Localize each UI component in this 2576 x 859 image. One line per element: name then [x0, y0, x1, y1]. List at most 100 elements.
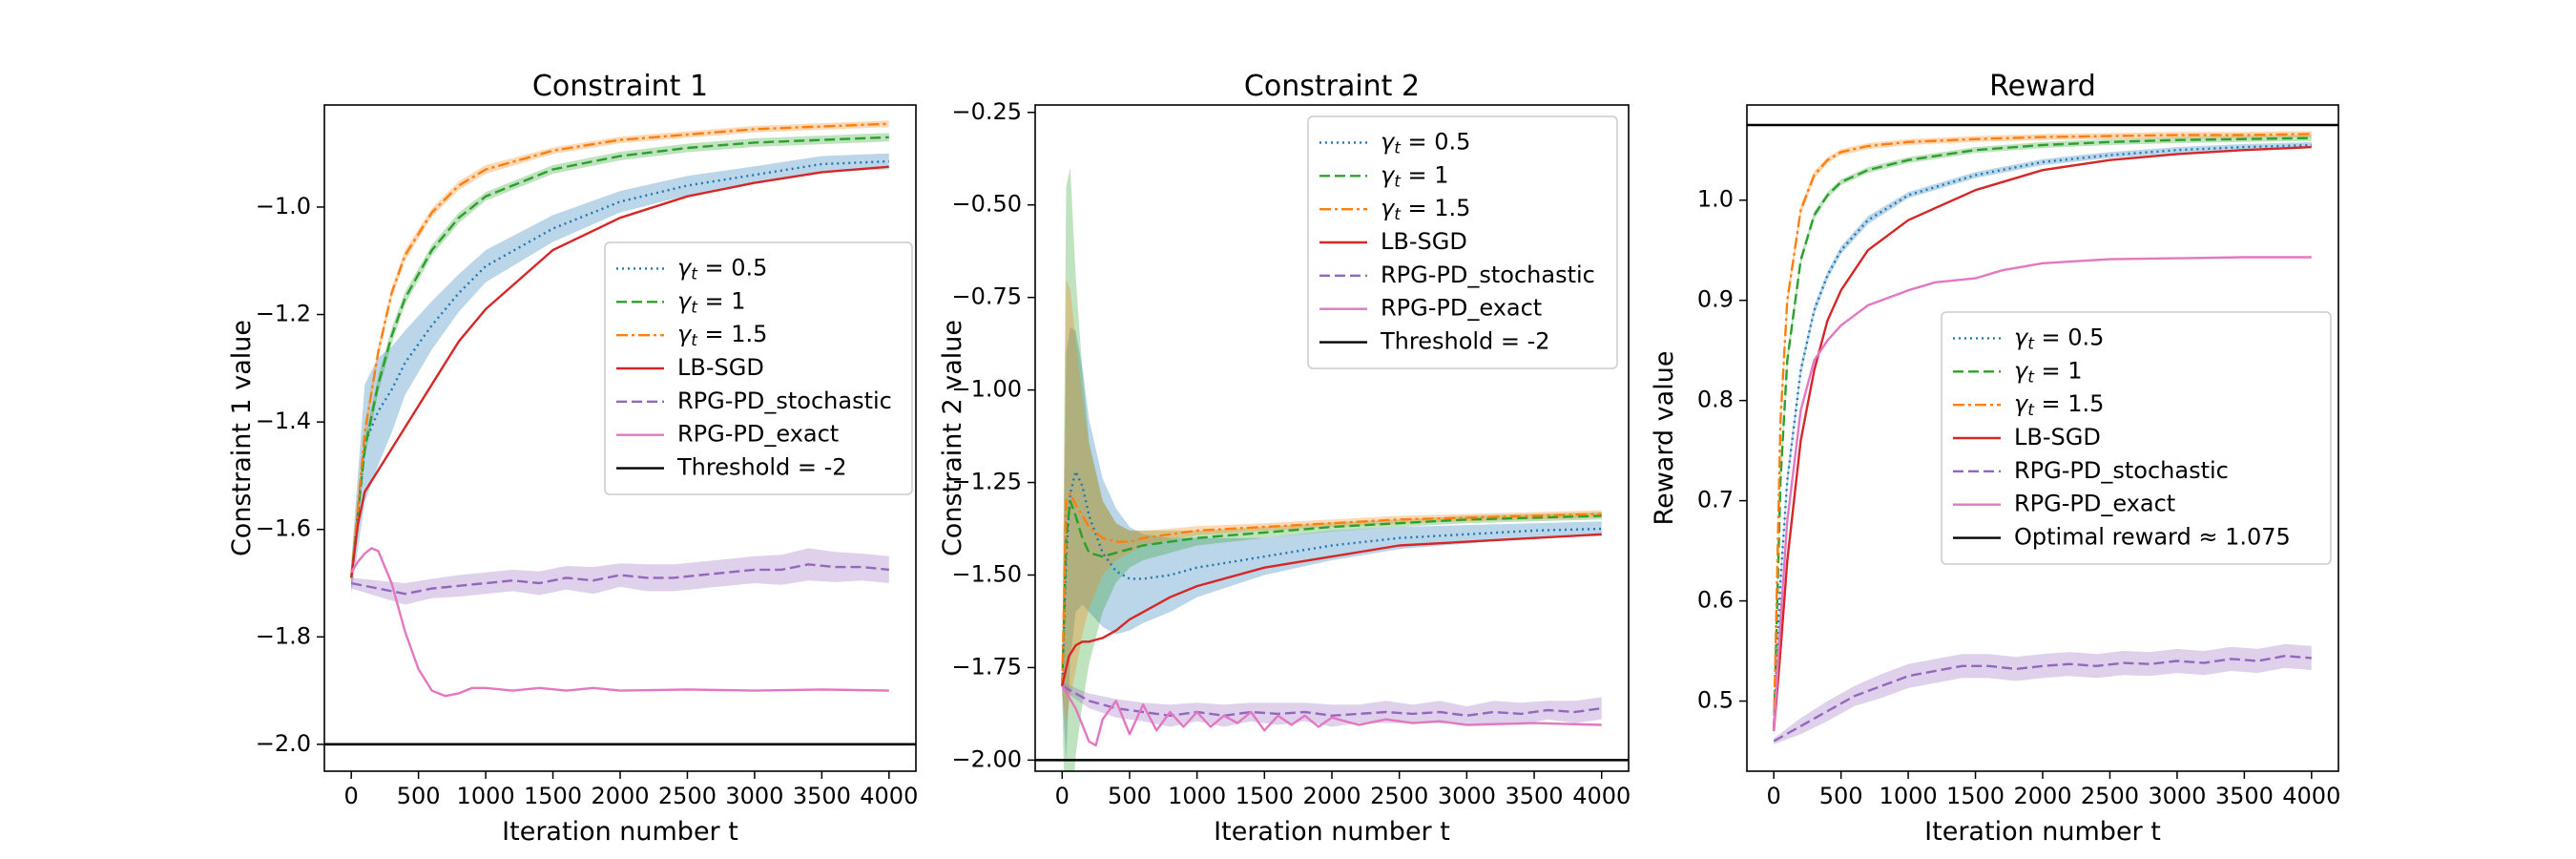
- y-tick-label: −0.75: [951, 283, 1022, 310]
- legend-label: LB-SGD: [677, 354, 764, 381]
- x-tick-label: 500: [397, 783, 441, 809]
- legend-label: RPG-PD_stochastic: [677, 388, 892, 414]
- x-tick-label: 1000: [1168, 783, 1226, 809]
- y-tick-label: 0.9: [1697, 286, 1734, 313]
- series-line-lb-sgd: [350, 165, 889, 578]
- legend-label: γt = 1: [2014, 357, 2083, 387]
- x-tick-label: 4000: [2282, 783, 2340, 809]
- x-tick-label: 4000: [1572, 783, 1631, 809]
- subplot-constraint-2: 0 500 1000 1500 2000 2500 3000 3500 4000 −2.00 −1.…: [938, 70, 1631, 847]
- legend-label: LB-SGD: [2014, 424, 2101, 450]
- series-line-rpg-pd-stochastic: [1773, 655, 2312, 743]
- plot-area: [1035, 167, 1629, 771]
- x-tick-label: 0: [1055, 783, 1070, 809]
- x-tick-label: 3000: [725, 783, 783, 809]
- y-tick-label: −2.0: [256, 730, 311, 757]
- chart-title: Constraint 2: [1244, 70, 1420, 103]
- x-tick-label: 4000: [860, 783, 918, 809]
- legend-label: γt = 1.5: [677, 321, 767, 350]
- band-rpg-pd-stochastic: [351, 548, 889, 605]
- x-tick-label: 3500: [2215, 783, 2274, 809]
- legend-label: γt = 0.5: [2014, 324, 2104, 353]
- legend: γt = 0.5 γt = 1 γt = 1.5 LB-SGD RPG-PD_stoch…: [1307, 115, 1618, 369]
- x-tick-label: 1000: [457, 783, 515, 809]
- x-tick-label: 3500: [793, 783, 851, 809]
- legend-label: γt = 0.5: [677, 254, 767, 283]
- x-axis-label: Iteration number t: [1924, 817, 2161, 847]
- y-tick-label: 0.5: [1697, 687, 1734, 714]
- series-line-rpg-pd-exact: [1061, 685, 1602, 747]
- y-tick-label: −1.0: [256, 193, 311, 220]
- legend-box: [1941, 311, 2332, 565]
- y-axis-label: Reward value: [1650, 351, 1679, 526]
- legend-label: RPG-PD_stochastic: [2014, 457, 2229, 484]
- y-axis-label: Constraint 1 value: [227, 320, 257, 556]
- x-tick-label: 2500: [2081, 783, 2139, 809]
- series-line-lb-sgd: [1061, 533, 1602, 687]
- subplot-panels: 0 500 1000 1500 2000 2500 3000 3500 4000 −2.0 −1.8…: [227, 70, 2340, 847]
- y-tick-label: −0.25: [951, 98, 1022, 125]
- series-line-t-1: [1061, 499, 1602, 686]
- legend-label: Threshold = -2: [1380, 328, 1550, 355]
- series-line-t-1: [1773, 136, 2312, 732]
- series-line-t-1-5: [350, 122, 889, 578]
- y-tick-label: −2.00: [951, 745, 1022, 772]
- y-tick-label: −1.50: [951, 560, 1022, 587]
- band-rpg-pd-stochastic: [1774, 643, 2312, 744]
- x-tick-label: 1500: [524, 783, 582, 809]
- plot-area: [1747, 123, 2338, 744]
- series-line-t-1-5: [1061, 492, 1602, 686]
- plot-area: [324, 120, 916, 746]
- series-line-t-0-5: [350, 159, 889, 578]
- x-tick-label: 2000: [1302, 783, 1361, 809]
- y-tick-label: −1.75: [951, 653, 1022, 680]
- series-line-rpg-pd-stochastic: [350, 563, 889, 596]
- x-tick-label: 2500: [658, 783, 717, 809]
- series-line-t-0-5: [1061, 470, 1602, 686]
- legend-box: [604, 241, 913, 495]
- y-tick-label: 0.7: [1697, 487, 1734, 513]
- y-tick-label: −1.4: [256, 408, 311, 434]
- x-tick-label: 3000: [2148, 783, 2206, 809]
- subplot-reward: 0 500 1000 1500 2000 2500 3000 3500 4000 0.5 0.6 0.…: [1650, 70, 2340, 847]
- y-tick-label: −1.2: [256, 301, 311, 327]
- legend-label: Optimal reward ≈ 1.075: [2014, 524, 2291, 551]
- series-line-rpg-pd-stochastic: [1061, 684, 1602, 717]
- y-tick-label: −0.50: [951, 191, 1022, 218]
- series-line-rpg-pd-exact: [350, 547, 889, 698]
- legend-label: Threshold = -2: [676, 454, 847, 481]
- legend-label: RPG-PD_exact: [1381, 295, 1542, 322]
- band-rpg-pd-stochastic: [1062, 681, 1602, 727]
- x-axis-label: Iteration number t: [1214, 817, 1450, 847]
- legend: γt = 0.5 γt = 1 γt = 1.5 LB-SGD RPG-PD_stoch…: [604, 241, 913, 495]
- y-tick-label: −1.6: [256, 515, 311, 542]
- series-line-rpg-pd-exact: [1773, 256, 2312, 732]
- x-tick-label: 0: [344, 783, 359, 809]
- x-tick-label: 1000: [1880, 783, 1938, 809]
- y-tick-label: 1.0: [1697, 186, 1734, 213]
- series-line-t-1: [350, 136, 889, 578]
- chart-title: Reward: [1989, 70, 2096, 103]
- legend-label: RPG-PD_exact: [2014, 491, 2175, 517]
- x-tick-label: 1500: [1946, 783, 2005, 809]
- y-tick-label: 0.6: [1697, 587, 1734, 614]
- series-line-lb-sgd: [1773, 145, 2312, 732]
- legend-label: γt = 1.5: [1381, 195, 1470, 224]
- legend-label: RPG-PD_stochastic: [1381, 262, 1595, 288]
- chart-title: Constraint 1: [532, 70, 708, 103]
- x-tick-label: 3500: [1506, 783, 1564, 809]
- legend-label: γt = 1: [1381, 161, 1449, 191]
- x-tick-label: 2000: [2013, 783, 2071, 809]
- x-tick-label: 1500: [1236, 783, 1294, 809]
- x-axis-label: Iteration number t: [502, 817, 738, 847]
- band-t-0-5: [351, 153, 889, 595]
- legend-label: γt = 1.5: [2014, 390, 2104, 420]
- x-tick-label: 3000: [1438, 783, 1496, 809]
- y-axis-label: Constraint 2 value: [938, 320, 967, 556]
- y-tick-label: −1.8: [256, 622, 311, 649]
- x-tick-label: 2000: [591, 783, 649, 809]
- x-tick-label: 2500: [1370, 783, 1428, 809]
- x-tick-label: 0: [1767, 783, 1781, 809]
- x-tick-label: 500: [1108, 783, 1152, 809]
